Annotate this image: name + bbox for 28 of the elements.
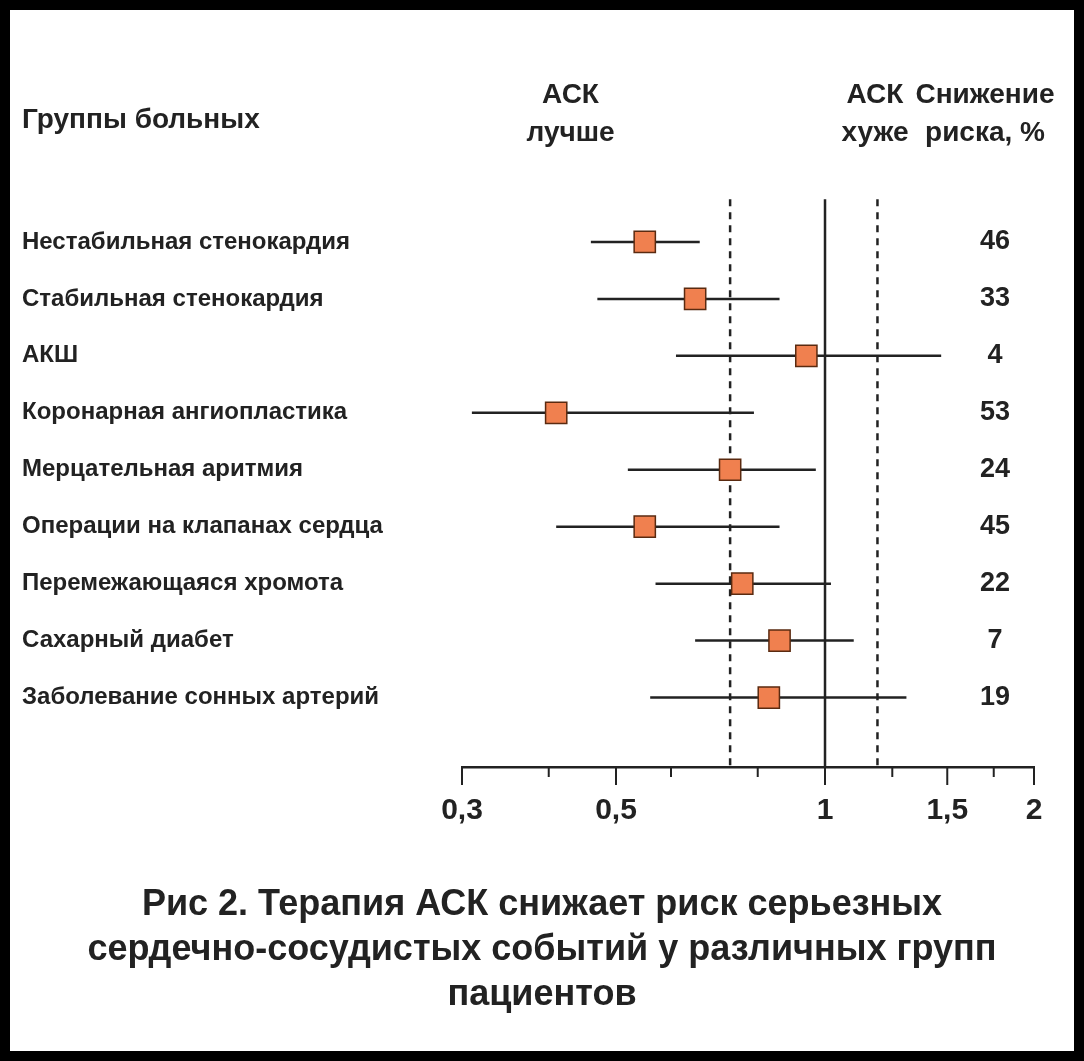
text: Группы больных [22, 102, 261, 134]
annotation: 46 [979, 225, 1011, 256]
text: Рис 2. Терапия АСК снижает риск серьезных сердечно-сосудистых событий у различных групп пациентов [86, 881, 998, 1015]
annotation: 33 [979, 282, 1011, 313]
x-tick-label: 0,3 [441, 792, 483, 826]
y-tick-label: Мерцательная аритмия [22, 454, 304, 482]
y-tick-label: Нестабильная стенокардия [22, 226, 350, 254]
y-tick-label: Коронарная ангиопластика [22, 397, 348, 425]
x-tick-label: 2 [1025, 792, 1043, 826]
y-tick-label: Сахарный диабет [22, 625, 234, 653]
annotation: 7 [987, 624, 1003, 655]
annotation: 45 [979, 510, 1011, 541]
y-tick-label: АКШ [22, 340, 79, 368]
annotation: 4 [987, 339, 1003, 370]
y-tick-label: Перемежающаяся хромота [22, 568, 344, 596]
x-tick-label: 1 [816, 792, 834, 826]
annotation: 53 [979, 396, 1011, 427]
y-tick-label: Стабильная стенокардия [22, 283, 324, 311]
x-tick-label: 1,5 [926, 792, 969, 826]
text: Снижение риска, % [915, 77, 1055, 147]
y-tick-label: Заболевание сонных артерий [22, 682, 380, 710]
x-tick-label: 0,5 [595, 792, 637, 826]
annotation: 19 [979, 680, 1011, 711]
annotation: 22 [979, 567, 1011, 598]
annotation: 24 [979, 453, 1011, 484]
text: АСК хуже [841, 77, 909, 147]
text: АСК лучше [526, 77, 615, 147]
y-tick-label: Операции на клапанах сердца [22, 511, 384, 539]
